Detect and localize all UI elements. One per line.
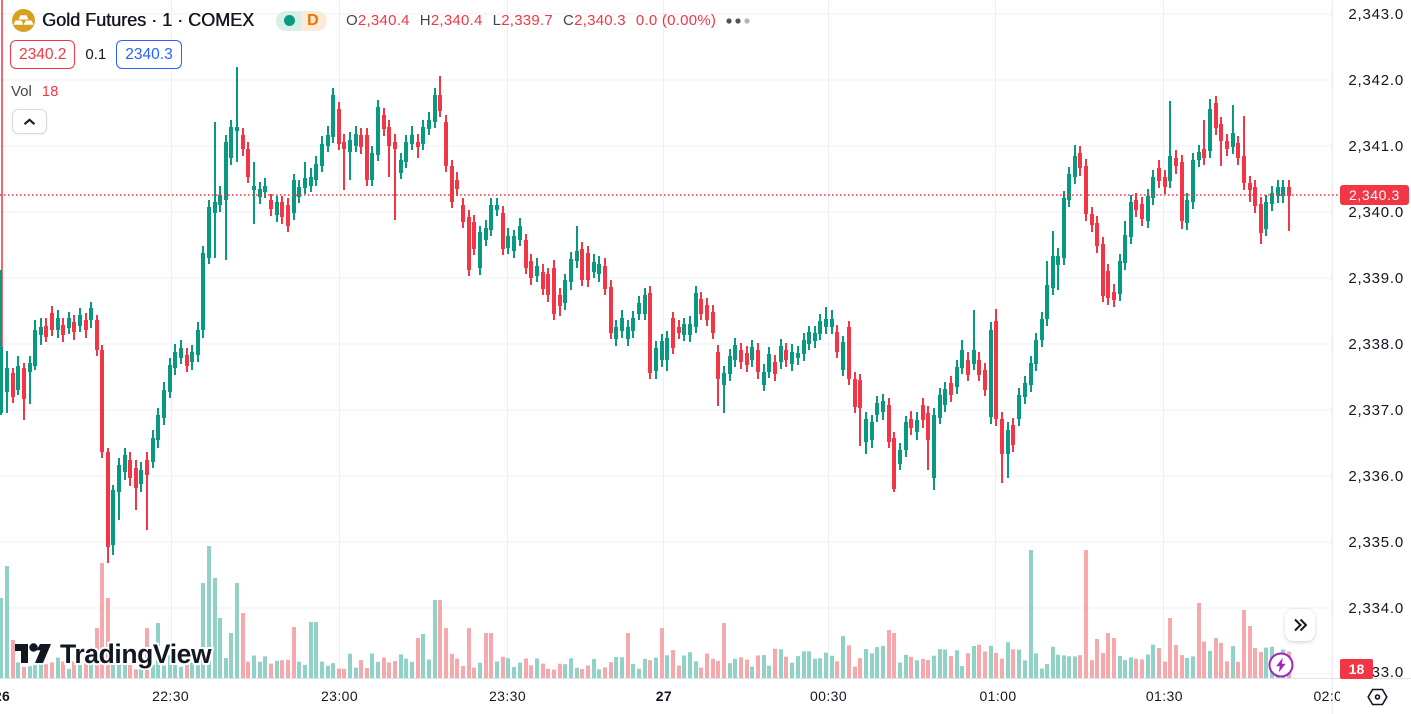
svg-text:TradingView: TradingView: [60, 639, 212, 669]
